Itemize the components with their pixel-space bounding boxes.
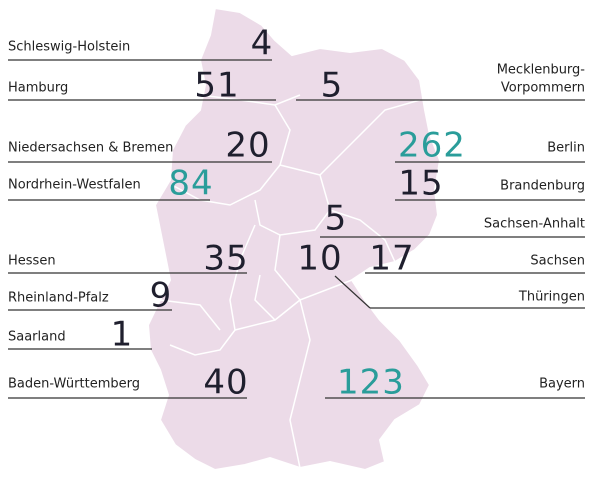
state-name: Saarland bbox=[8, 330, 66, 345]
state-value: 9 bbox=[150, 276, 173, 316]
state-value: 51 bbox=[194, 66, 239, 106]
state-name: Niedersachsen & Bremen bbox=[8, 141, 173, 156]
state-name: Brandenburg bbox=[500, 179, 585, 194]
state-value: 1 bbox=[111, 315, 134, 355]
state-value: 84 bbox=[168, 164, 213, 204]
state-value: 262 bbox=[398, 126, 466, 166]
germany-shape bbox=[146, 6, 442, 472]
state-value: 123 bbox=[337, 363, 405, 403]
state-name: Berlin bbox=[547, 141, 585, 156]
state-value: 15 bbox=[398, 164, 443, 204]
state-name: Bayern bbox=[539, 377, 585, 392]
state-name: Baden-Württemberg bbox=[8, 377, 140, 392]
leader-line bbox=[334, 275, 371, 309]
state-name: Thüringen bbox=[518, 290, 585, 305]
state-name: Sachsen-Anhalt bbox=[484, 217, 585, 232]
state-value: 5 bbox=[325, 199, 348, 239]
state-name: Vorpommern bbox=[501, 81, 585, 96]
state-name: Schleswig-Holstein bbox=[8, 40, 130, 55]
state-value: 5 bbox=[321, 66, 344, 106]
state-name: Mecklenburg- bbox=[497, 63, 586, 78]
state-value: 17 bbox=[369, 239, 414, 279]
state-name: Hamburg bbox=[8, 81, 68, 96]
state-name: Rheinland-Pfalz bbox=[8, 291, 109, 306]
state-name: Hessen bbox=[8, 254, 56, 269]
state-value: 40 bbox=[203, 363, 248, 403]
state-name: Nordrhein-Westfalen bbox=[8, 178, 141, 193]
state-value: 20 bbox=[225, 126, 270, 166]
state-name: Sachsen bbox=[530, 254, 585, 269]
state-value: 10 bbox=[297, 239, 342, 279]
state-value: 35 bbox=[203, 239, 248, 279]
state-value: 4 bbox=[251, 24, 274, 64]
